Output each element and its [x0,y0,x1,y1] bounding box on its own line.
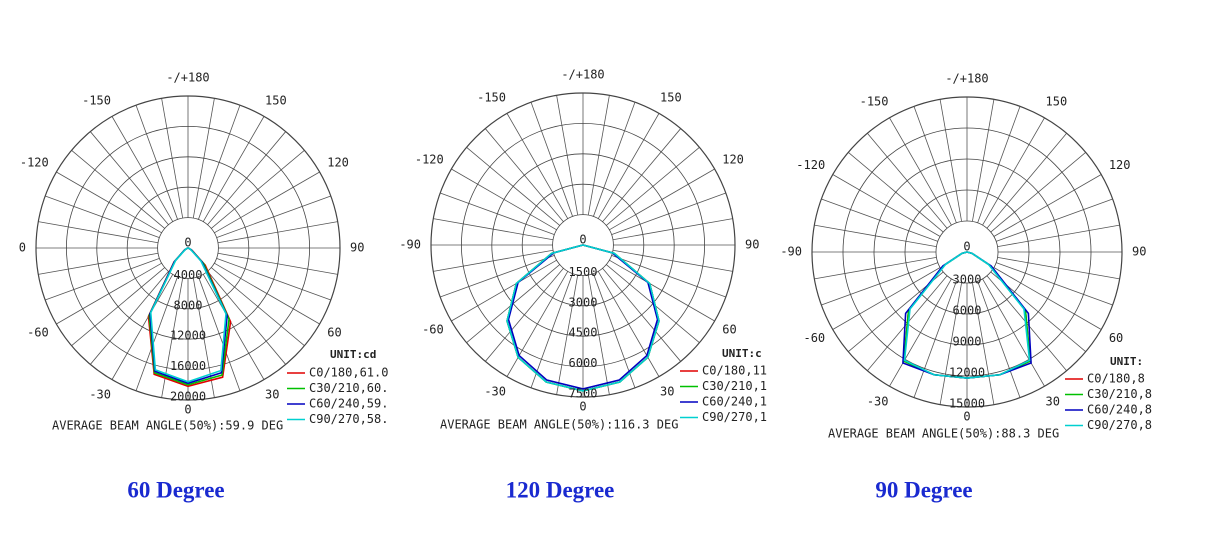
legend-label: C60/240,8 [1087,403,1152,417]
caption: 60 Degree [127,477,224,502]
angle-label: 60 [1109,331,1123,345]
angle-label: -30 [484,385,506,399]
ring [521,183,645,307]
legend-label: C90/270,8 [1087,418,1152,432]
angle-label: -150 [860,95,889,109]
radial-label: 0 [184,236,191,250]
radial-label: 20000 [170,390,206,404]
angle-label: -90 [399,238,421,252]
angle-label: -/+180 [945,72,988,86]
angle-label: -30 [89,388,111,402]
angle-label: 0 [579,400,586,414]
unit-label: UNIT:cd [330,348,376,361]
radial-label: 4500 [569,326,598,340]
radial-label: 8000 [174,298,203,312]
ring [935,220,999,284]
caption: 90 Degree [875,477,972,502]
radial-label: 0 [963,240,970,254]
angle-label: 90 [350,241,364,255]
radial-label: 0 [579,233,586,247]
footer: AVERAGE BEAM ANGLE(50%):59.9 DEG [52,419,283,433]
angle-label: 60 [722,323,736,337]
legend-label: C0/180,8 [1087,372,1145,386]
angle-label: 120 [1109,158,1131,172]
angle-label: 30 [1046,394,1060,408]
footer: AVERAGE BEAM ANGLE(50%):116.3 DEG [440,418,678,432]
ring [66,126,310,370]
radial-label: 6000 [569,356,598,370]
radial-label: 3000 [953,273,982,287]
angle-label: 0 [963,410,970,424]
angle-label: -60 [803,331,825,345]
angle-label: -30 [867,394,889,408]
legend-label: C30/210,1 [702,379,767,393]
ring [430,92,736,398]
angle-label: 30 [660,385,674,399]
series-line [506,244,660,392]
ring [491,153,675,337]
legend-label: C90/270,1 [702,410,767,424]
ring [35,95,341,401]
ring [904,189,1030,315]
angle-label: -150 [82,93,111,107]
unit-label: UNIT:c [722,347,762,360]
angle-label: -120 [20,156,49,170]
series-line [903,251,1031,379]
legend-label: C0/180,11 [702,364,767,378]
unit-label: UNIT: [1110,355,1143,368]
polar-chart: -/+180-150 150-120 120-90 90-60 60-30 3000300… [780,72,1152,503]
angle-label: -90 [780,245,802,259]
ring [157,217,219,279]
angle-label: 90 [1132,245,1146,259]
legend-label: C60/240,59. [309,397,388,411]
radial-label: 3000 [569,295,598,309]
legend-label: C60/240,1 [702,395,767,409]
angle-label: -120 [796,158,825,172]
radial-label: 1500 [569,265,598,279]
radial-label: 12000 [949,366,985,380]
radial-label: 4000 [174,268,203,282]
ring [126,186,250,310]
series-line [149,247,227,383]
legend-label: C30/210,8 [1087,387,1152,401]
angle-label: -150 [477,90,506,104]
angle-label: 120 [722,153,744,167]
legend-label: C90/270,58. [309,412,388,426]
legend-label: C30/210,60. [309,381,388,395]
angle-label: 90 [745,238,759,252]
ring [96,156,280,340]
angle-label: -60 [422,323,444,337]
angle-label: 150 [660,90,682,104]
radial-label: 7500 [569,387,598,401]
angle-label: 60 [327,326,341,340]
radial-label: 15000 [949,397,985,411]
footer: AVERAGE BEAM ANGLE(50%):88.3 DEG [828,427,1059,441]
angle-label: 150 [265,93,287,107]
radial-label: 9000 [953,335,982,349]
ring [552,214,614,276]
angle-label: 120 [327,156,349,170]
angle-label: -/+180 [561,68,604,82]
ring [842,127,1092,377]
angle-label: 150 [1046,95,1068,109]
angle-label: 0 [184,403,191,417]
angle-label: -120 [415,153,444,167]
radial-label: 6000 [953,304,982,318]
radial-label: 16000 [170,359,206,373]
polar-chart: -/+180-150 150-120 120-90 90-60 60-30 3000150… [399,68,767,503]
ring [460,123,705,367]
angle-label: 0 [19,241,26,255]
angle-label: -/+180 [166,71,209,85]
angle-label: -60 [27,326,49,340]
polar-chart: -/+180 -150 150 -120 120 0 90 -60 60 -30 30 0 0 4000 8… [19,71,389,503]
caption: 120 Degree [506,477,615,502]
angle-label: 30 [265,388,279,402]
ring [811,96,1123,408]
radial-label: 12000 [170,329,206,343]
ring [873,158,1061,346]
legend-label: C0/180,61.0 [309,366,388,380]
